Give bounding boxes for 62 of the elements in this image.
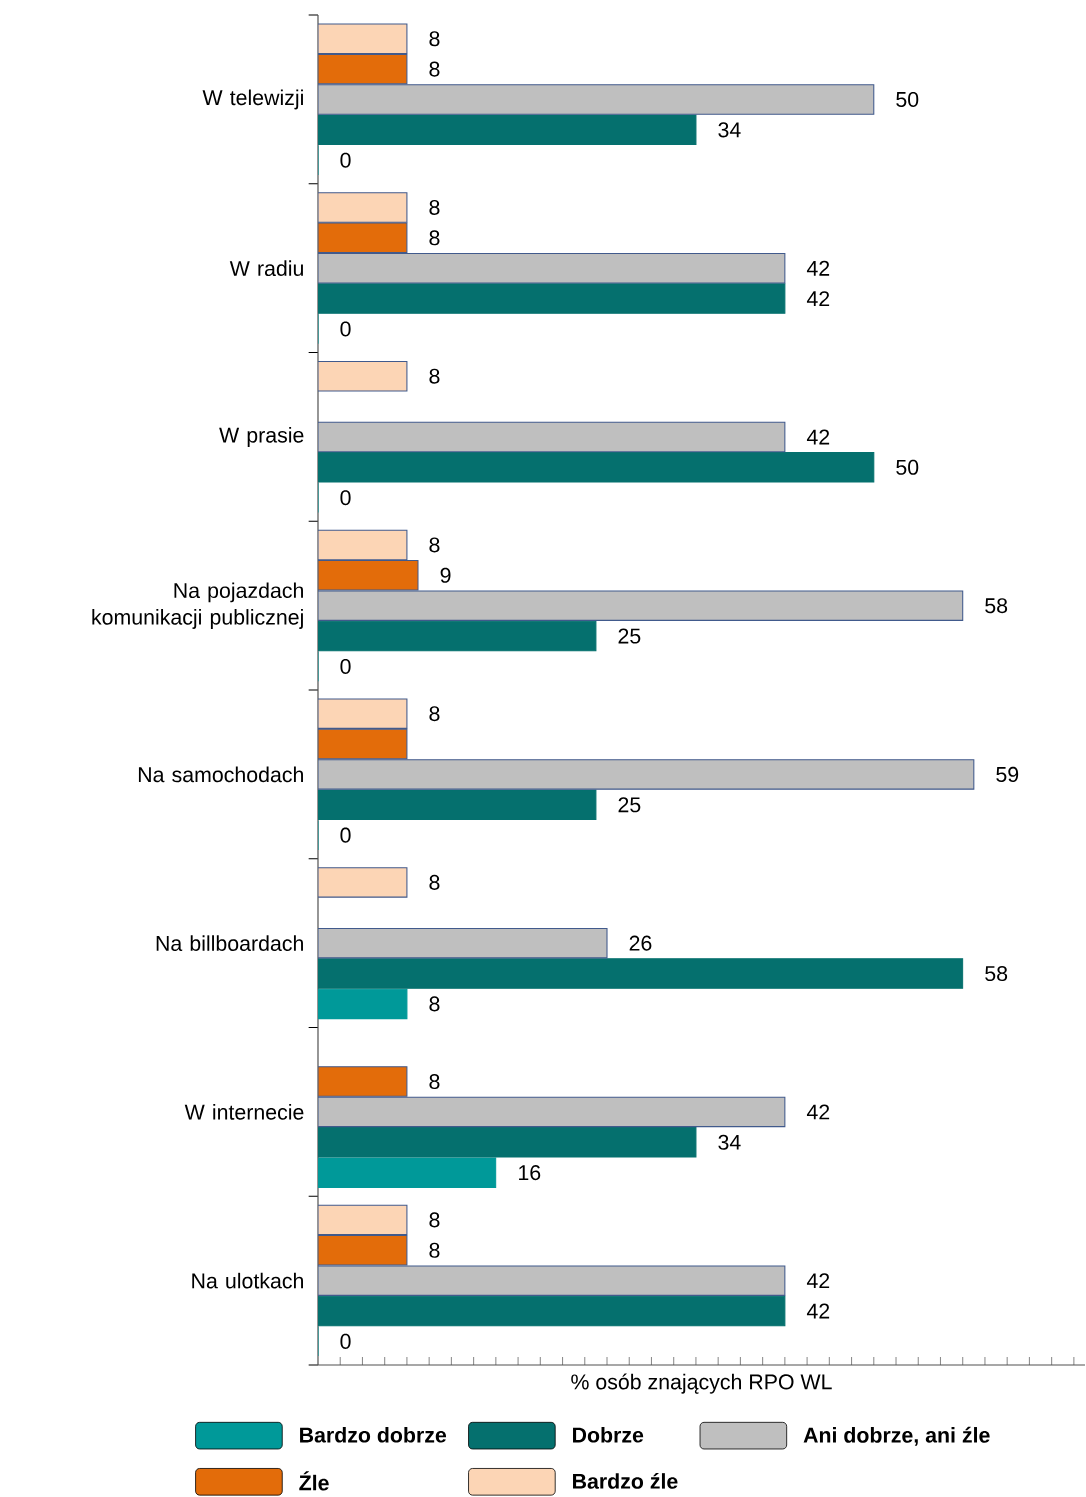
- legend-label: Źle: [299, 1471, 329, 1491]
- data-label: 8: [429, 368, 440, 384]
- bar: [317, 84, 875, 115]
- y-tick-label: W prasie: [219, 427, 304, 447]
- data-label: 50: [896, 91, 919, 108]
- data-label: 8: [429, 996, 440, 1012]
- bar: [317, 1265, 786, 1296]
- data-label: 26: [629, 935, 652, 951]
- data-label: 58: [985, 598, 1008, 614]
- y-tick-label: Na ulotkach: [192, 1272, 303, 1289]
- data-label: 8: [429, 230, 440, 246]
- data-label: 25: [618, 628, 641, 644]
- data-label: 42: [806, 1104, 830, 1120]
- bar: [317, 867, 408, 898]
- data-label: 50: [896, 459, 919, 475]
- data-label: 16: [519, 1165, 541, 1181]
- data-label: 42: [806, 429, 830, 445]
- bar: [317, 988, 408, 1020]
- data-label: 0: [340, 827, 351, 843]
- x-axis-title: % osób znających RPO WL: [571, 1373, 832, 1394]
- data-label: 8: [429, 874, 440, 890]
- data-label: 8: [429, 1073, 440, 1090]
- bar: [317, 927, 608, 959]
- data-label: 8: [429, 1212, 440, 1228]
- data-label: 42: [806, 260, 830, 276]
- data-label: 34: [718, 1134, 741, 1150]
- data-label: 8: [429, 31, 440, 47]
- data-label: 42: [806, 1303, 830, 1319]
- y-tick-label: W internecie: [184, 1104, 304, 1120]
- legend-label: Bardzo źle: [573, 1472, 678, 1489]
- y-tick-label: W telewizji: [202, 89, 303, 110]
- bar: [317, 1157, 497, 1188]
- data-label: 8: [429, 537, 440, 553]
- data-label: 25: [618, 797, 641, 813]
- data-label: 59: [996, 766, 1019, 782]
- y-tick-label: W radiu: [229, 260, 303, 277]
- data-label: 42: [806, 291, 830, 307]
- y-tick-label: Na pojazdach komunikacji publicznej: [92, 582, 303, 629]
- data-label: 0: [340, 321, 351, 337]
- y-tick-label: Na billboardach: [156, 935, 303, 951]
- bar: [317, 590, 964, 621]
- data-label: 8: [429, 706, 440, 722]
- bar: [317, 360, 408, 392]
- data-label: 42: [806, 1273, 830, 1289]
- bar: [317, 1096, 786, 1128]
- legend-label: Dobrze: [573, 1426, 644, 1443]
- bar: [317, 759, 975, 790]
- legend-label: Ani dobrze, ani źle: [803, 1426, 990, 1446]
- data-label: 0: [340, 152, 351, 168]
- data-label: 34: [718, 122, 741, 138]
- data-label: 0: [340, 658, 351, 674]
- data-label: 58: [985, 965, 1008, 982]
- data-label: 9: [440, 567, 451, 583]
- data-label: 8: [429, 61, 440, 77]
- data-label: 8: [429, 1242, 440, 1258]
- bar: [317, 421, 786, 453]
- data-label: 0: [340, 1333, 351, 1349]
- data-label: 0: [340, 490, 351, 506]
- bar: [317, 252, 786, 284]
- y-tick-label: Na samochodach: [138, 766, 303, 783]
- legend-label: Bardzo dobrze: [300, 1426, 447, 1443]
- data-label: 8: [429, 199, 440, 215]
